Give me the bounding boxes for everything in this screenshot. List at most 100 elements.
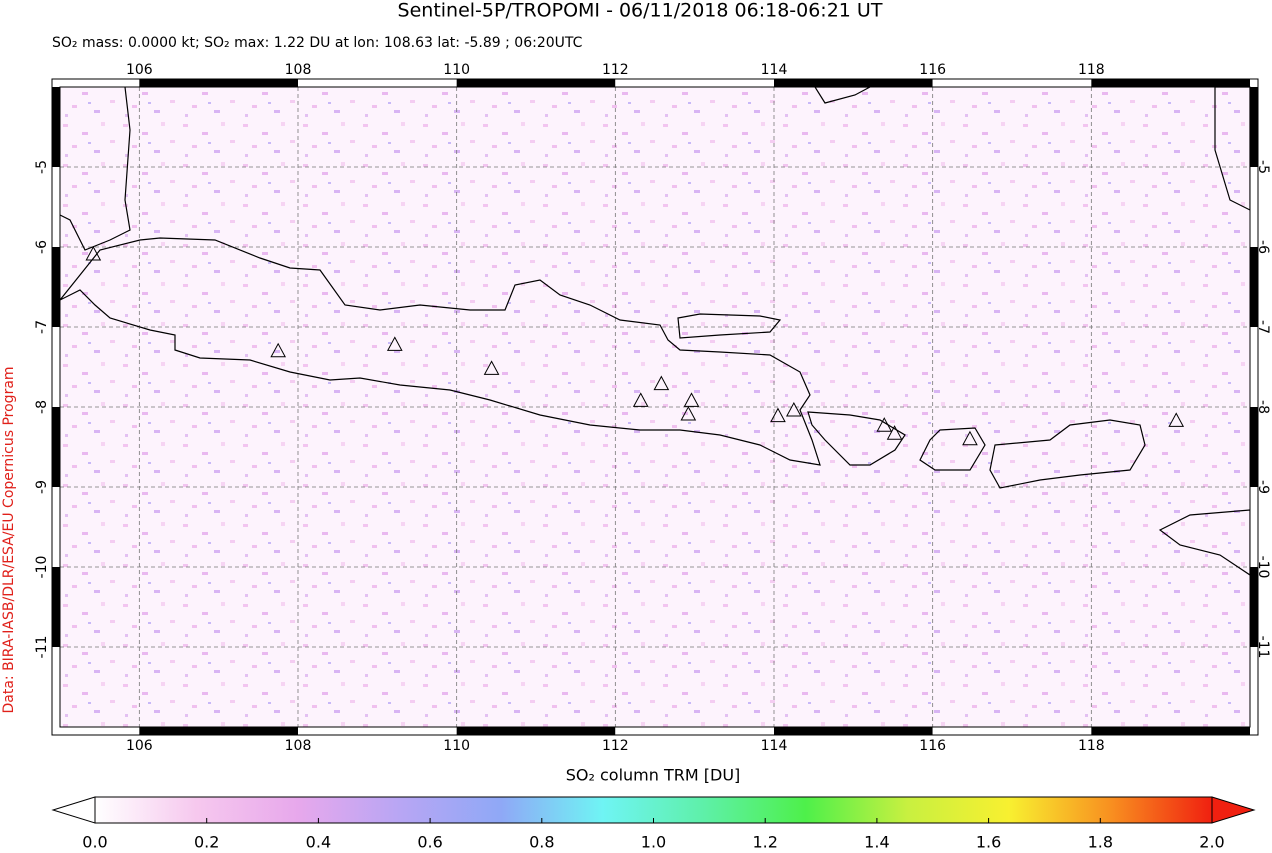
colorbar-tick-label: 2.0: [1199, 833, 1224, 852]
x-tick-label: 110: [443, 62, 470, 78]
volcano: [653, 375, 670, 391]
frame-bar: [1091, 727, 1250, 735]
frame-bar: [1250, 567, 1258, 647]
frame-bar: [1250, 407, 1258, 487]
volcano: [876, 417, 893, 432]
coastline: [989, 419, 1146, 489]
volcano: [270, 342, 287, 358]
x-tick-label: 106: [126, 62, 153, 78]
y-tick-label: -6: [1255, 240, 1271, 254]
colorbar-tick-label: 1.8: [1088, 833, 1113, 852]
frame-bar: [139, 727, 298, 735]
y-tick-label: -11: [34, 636, 50, 659]
y-tick-label: -6: [34, 240, 50, 254]
coastline: [60, 237, 821, 466]
frame-bar: [1250, 327, 1258, 407]
colorbar-tick-label: 0.8: [529, 833, 554, 852]
frame-bar: [60, 727, 140, 735]
frame-bar: [52, 407, 60, 487]
volcano: [962, 430, 978, 446]
frame-bar: [1250, 167, 1258, 247]
frame-bar: [298, 79, 457, 87]
x-tick-label: 118: [1078, 738, 1105, 754]
y-tick-label: -5: [1255, 160, 1271, 174]
colorbar-tick-label: 0.0: [82, 833, 107, 852]
frame-bar: [615, 727, 774, 735]
colorbar-tick-label: 1.6: [976, 833, 1001, 852]
frame-bar: [932, 727, 1092, 735]
y-tick-label: -10: [1255, 556, 1271, 579]
x-tick-label: 112: [602, 738, 629, 754]
map-border: [59, 86, 1251, 728]
volcano: [886, 425, 903, 440]
frame-bar: [1250, 647, 1258, 727]
colorbar-tick-label: 0.2: [194, 833, 219, 852]
x-tick-label: 114: [761, 738, 788, 754]
frame-bar: [456, 727, 616, 735]
frame-bar: [52, 567, 60, 647]
frame-bar: [1250, 487, 1258, 567]
x-tick-label: 116: [919, 62, 946, 78]
credit: Data: BIRA-IASB/DLR/ESA/EU Copernicus Pr…: [1, 366, 17, 713]
y-tick-label: -9: [1255, 480, 1271, 494]
frame-bar: [1091, 79, 1250, 87]
x-tick-label: 106: [126, 738, 153, 754]
colorbar-tick-label: 1.2: [752, 833, 777, 852]
colorbar-tick-label: 0.4: [306, 833, 331, 852]
x-tick-label: 118: [1078, 62, 1105, 78]
frame-bar: [52, 487, 60, 567]
x-tick-label: 110: [443, 738, 470, 754]
coastline: [1158, 509, 1250, 576]
frame-bar: [298, 727, 457, 735]
frame: 106 106 108 108 110 110 112 112 114 114 116 116 118 1…: [34, 62, 1271, 754]
frame-bar: [615, 79, 774, 87]
colorbar-over: [1211, 796, 1256, 824]
volcano: [386, 336, 403, 351]
volcano: [483, 360, 500, 375]
frame-bar: [774, 79, 933, 87]
coastline: [1214, 87, 1250, 211]
frame-bar: [52, 327, 60, 407]
y-tick-label: -10: [34, 556, 50, 579]
volcano: [85, 245, 102, 261]
y-tick-label: -11: [1255, 636, 1271, 659]
x-tick-label: 108: [285, 62, 312, 78]
grid: [60, 87, 1250, 727]
coastline: [60, 87, 131, 251]
frame-bar: [1250, 87, 1258, 167]
y-tick-label: -8: [1255, 400, 1271, 414]
frame-bar: [456, 79, 616, 87]
frame-bar: [932, 79, 1092, 87]
volcano: [632, 392, 649, 407]
frame-bar: [60, 79, 140, 87]
volcano: [770, 407, 786, 423]
frame-bar: [52, 87, 60, 167]
volcano: [1168, 412, 1185, 427]
x-tick-label: 108: [285, 738, 312, 754]
frame-bar: [139, 79, 298, 87]
title: Sentinel-5P/TROPOMI - 06/11/2018 06:18-0…: [398, 0, 883, 22]
volcano: [680, 405, 697, 421]
frame-bar: [52, 647, 60, 727]
subtitle: SO₂ mass: 0.0000 kt; SO₂ max: 1.22 DU at…: [52, 35, 583, 51]
coastline: [814, 87, 871, 104]
frame-bar: [774, 727, 933, 735]
colorbar-tick-label: 0.6: [417, 833, 442, 852]
frame-bar: [52, 167, 60, 247]
volcano: [683, 392, 700, 407]
volcano: [785, 401, 802, 417]
volcano-layer: [85, 245, 1185, 446]
y-tick-label: -7: [34, 320, 50, 334]
y-tick-label: -7: [1255, 320, 1271, 334]
y-tick-label: -9: [34, 480, 50, 494]
colorbar-tick-label: 1.4: [864, 833, 889, 852]
colorbar: 0.0 0.2 0.4 0.6 0.8 1.0 1.2 1.4 1.6 1.8 2.0: [51, 796, 1256, 852]
frame-bar: [1250, 247, 1258, 327]
x-tick-label: 114: [761, 62, 788, 78]
coastline: [677, 313, 782, 339]
frame-border: [51, 78, 1259, 736]
x-tick-label: 116: [919, 738, 946, 754]
x-tick-label: 112: [602, 62, 629, 78]
colorbar-tick-label: 1.0: [641, 833, 666, 852]
